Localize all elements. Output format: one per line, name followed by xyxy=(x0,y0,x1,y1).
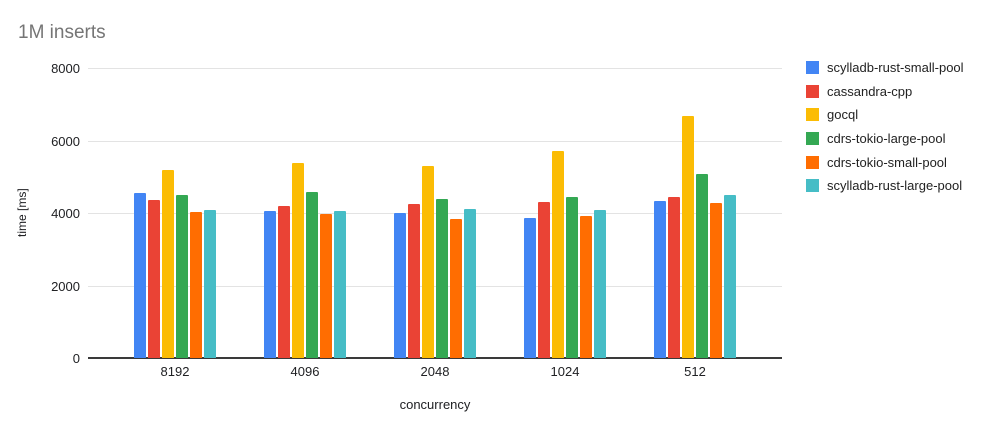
bar-cdrs-tokio-large-pool-1024 xyxy=(566,196,578,358)
legend-swatch-icon xyxy=(806,84,819,98)
bar-cdrs-tokio-large-pool-4096 xyxy=(306,191,318,358)
bar-scylladb-rust-large-pool-4096 xyxy=(334,210,346,358)
bar-cdrs-tokio-small-pool-4096 xyxy=(320,214,332,358)
y-tick-label: 4000 xyxy=(51,206,80,221)
bar-group-4096 xyxy=(264,162,346,358)
bar-scylladb-rust-small-pool-4096 xyxy=(264,211,276,358)
bar-cdrs-tokio-small-pool-8192 xyxy=(190,211,202,358)
x-axis-title: concurrency xyxy=(399,397,471,412)
legend-label: gocql xyxy=(827,107,859,123)
gridline xyxy=(88,68,782,69)
legend-label: cdrs-tokio-large-pool xyxy=(827,131,946,147)
bar-group-8192 xyxy=(134,169,216,358)
bar-gocql-4096 xyxy=(292,162,304,358)
legend-swatch-icon xyxy=(806,132,819,146)
legend-item-cdrs-tokio-small-pool: cdrs-tokio-small-pool xyxy=(806,150,964,174)
bar-scylladb-rust-large-pool-8192 xyxy=(204,210,216,358)
bar-gocql-8192 xyxy=(162,169,174,358)
x-tick-label: 8192 xyxy=(160,364,190,379)
bar-gocql-2048 xyxy=(422,165,434,358)
gridline xyxy=(88,140,782,142)
y-tick-label: 6000 xyxy=(51,133,80,149)
bar-scylladb-rust-small-pool-1024 xyxy=(524,218,536,358)
bar-scylladb-rust-large-pool-1024 xyxy=(594,210,606,358)
bar-cdrs-tokio-small-pool-1024 xyxy=(580,215,592,358)
bar-gocql-1024 xyxy=(552,151,564,358)
bar-cassandra-cpp-512 xyxy=(668,196,680,358)
bar-scylladb-rust-small-pool-8192 xyxy=(134,193,146,358)
legend-label: cdrs-tokio-small-pool xyxy=(827,154,947,170)
x-axis-line xyxy=(88,357,782,359)
y-tick-label: 8000 xyxy=(51,61,80,76)
bar-group-512 xyxy=(654,115,736,358)
x-tick-label: 1024 xyxy=(550,364,580,379)
bar-scylladb-rust-large-pool-2048 xyxy=(464,208,476,358)
bar-cassandra-cpp-1024 xyxy=(538,202,550,358)
bar-cdrs-tokio-large-pool-8192 xyxy=(176,194,188,358)
legend-swatch-icon xyxy=(806,179,819,193)
bar-cassandra-cpp-2048 xyxy=(408,203,420,358)
bar-scylladb-rust-large-pool-512 xyxy=(724,194,736,358)
legend-label: cassandra-cpp xyxy=(827,83,913,99)
legend: scylladb-rust-small-pool cassandra-cpp goc… xyxy=(806,56,964,198)
bar-cdrs-tokio-small-pool-512 xyxy=(710,202,722,358)
legend-item-gocql: gocql xyxy=(806,103,964,127)
legend-swatch-icon xyxy=(806,61,819,75)
bar-cdrs-tokio-large-pool-512 xyxy=(696,173,708,358)
bar-group-1024 xyxy=(524,151,606,358)
legend-item-scylladb-rust-large-pool: scylladb-rust-large-pool xyxy=(806,174,964,198)
legend-label: scylladb-rust-large-pool xyxy=(827,178,963,194)
bar-scylladb-rust-small-pool-512 xyxy=(654,200,666,358)
legend-swatch-icon xyxy=(806,155,819,169)
y-tick-label: 2000 xyxy=(51,278,80,294)
gridline xyxy=(88,285,782,287)
gridline xyxy=(88,213,782,214)
bar-cassandra-cpp-8192 xyxy=(148,200,160,358)
bar-scylladb-rust-small-pool-2048 xyxy=(394,213,406,358)
x-tick-label: 4096 xyxy=(290,364,320,379)
legend-label: scylladb-rust-small-pool xyxy=(827,60,964,76)
legend-swatch-icon xyxy=(806,108,819,122)
x-tick-label: 2048 xyxy=(420,364,450,379)
bar-group-2048 xyxy=(394,165,476,358)
y-tick-label: 0 xyxy=(72,351,80,366)
legend-item-cdrs-tokio-large-pool: cdrs-tokio-large-pool xyxy=(806,127,964,151)
bar-gocql-512 xyxy=(682,115,694,358)
bar-cdrs-tokio-large-pool-2048 xyxy=(436,199,448,358)
chart-title: 1M inserts xyxy=(18,22,106,43)
x-tick-label: 512 xyxy=(684,364,706,379)
legend-item-scylladb-rust-small-pool: scylladb-rust-small-pool xyxy=(806,56,964,80)
legend-item-cassandra-cpp: cassandra-cpp xyxy=(806,80,964,104)
bar-cassandra-cpp-4096 xyxy=(278,206,290,358)
bar-cdrs-tokio-small-pool-2048 xyxy=(450,219,462,358)
